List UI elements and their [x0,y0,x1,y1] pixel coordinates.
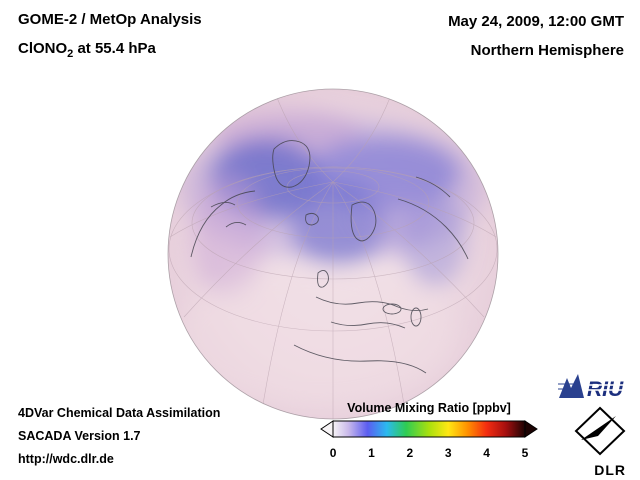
hemisphere-label: Northern Hemisphere [470,42,624,59]
dlr-logo-svg [574,406,626,456]
globe-svg [167,88,499,420]
colorbar-block: Volume Mixing Ratio [ppbv] 0 1 2 3 4 5 [320,401,538,461]
tick-4: 4 [483,446,490,460]
globe-map [166,87,500,421]
header-left: GOME-2 / MetOp Analysis ClONO2 at 55.4 h… [18,11,202,63]
globe-outline [167,88,499,420]
analysis-title: GOME-2 / MetOp Analysis [18,11,202,28]
dlr-logo-wing [581,416,616,440]
species-suffix: at 55.4 hPa [73,40,156,57]
tick-0: 0 [329,446,337,460]
colorbar-title: Volume Mixing Ratio [ppbv] [347,401,511,415]
riu-logo: RIU [558,372,628,409]
mixing-ratio-field [168,94,498,419]
datetime-label: May 24, 2009, 12:00 GMT [448,13,624,30]
url-label: http://wdc.dlr.de [18,452,114,466]
footer-credits: 4DVar Chemical Data Assimilation SACADA … [18,402,220,471]
riu-logo-svg: RIU [558,374,626,401]
tick-5: 5 [521,446,529,460]
colorbar-right-arrow [524,420,538,438]
colorbar-gradient-bar [332,420,526,438]
dlr-logo-diamond [574,406,626,456]
species-prefix: ClONO [18,40,68,57]
header-right: May 24, 2009, 12:00 GMT Northern Hemisph… [448,13,624,60]
colorbar-left-arrow [320,420,334,438]
assimilation-label: 4DVar Chemical Data Assimilation [18,406,221,420]
coastlines [190,140,469,374]
version-label: SACADA Version 1.7 [18,429,141,443]
colorbar-ticks: 0 1 2 3 4 5 [320,446,538,461]
tick-1: 1 [368,446,375,460]
tick-2: 2 [406,446,414,460]
graticule [168,94,498,419]
riu-logo-mark [559,374,584,398]
tick-3: 3 [444,446,452,460]
dlr-logo: DLR [566,406,626,478]
dlr-logo-text: DLR [594,462,626,478]
species-subscript: 2 [67,48,74,60]
colorbar [320,420,538,438]
species-title: ClONO2 at 55.4 hPa [18,40,202,63]
